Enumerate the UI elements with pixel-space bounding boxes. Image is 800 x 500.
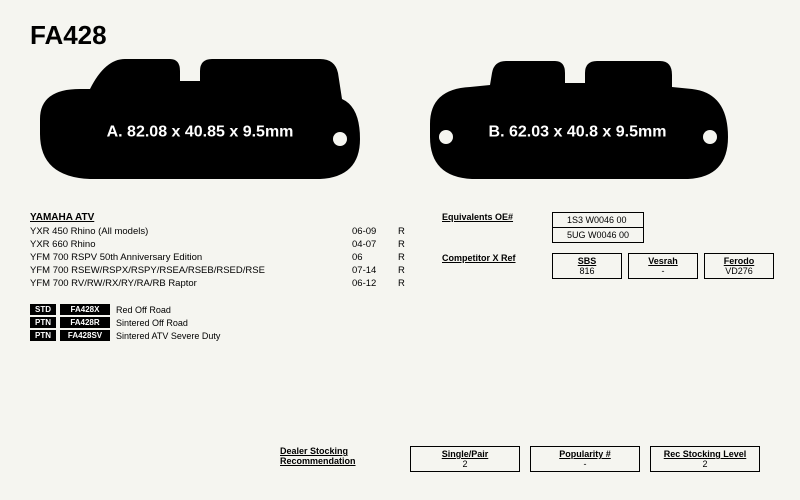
fitment-row: YXR 660 Rhino04-07R [30,238,418,251]
pads-illustration: A. 82.08 x 40.85 x 9.5mm B. 62.03 x 40.8… [30,59,770,194]
pad-a-dimensions: A. 82.08 x 40.85 x 9.5mm [107,123,294,141]
dealer-cells: Single/Pair2 Popularity #- Rec Stocking Le… [410,446,760,472]
competitor-xref: Competitor X Ref SBS816Vesrah-FerodoVD27… [442,253,774,279]
oe-label: Equivalents OE# [442,212,552,223]
dealer-cell: Rec Stocking Level2 [650,446,760,472]
variant-row: STDFA428XRed Off Road [30,304,418,315]
dealer-stocking: Dealer Stocking Recommendation Single/Pa… [280,446,770,472]
variant-row: PTNFA428SVSintered ATV Severe Duty [30,330,418,341]
pad-b: B. 62.03 x 40.8 x 9.5mm [410,59,745,194]
fitment-table: YXR 450 Rhino (All models)06-09RYXR 660 … [30,225,418,290]
fitment-row: YXR 450 Rhino (All models)06-09R [30,225,418,238]
variant-row: PTNFA428RSintered Off Road [30,317,418,328]
fitment-row: YFM 700 RSEW/RSPX/RSPY/RSEA/RSEB/RSED/RS… [30,264,418,277]
competitor-label: Competitor X Ref [442,253,552,264]
competitor-cell: SBS816 [552,253,622,279]
competitor-cell: FerodoVD276 [704,253,774,279]
variant-list: STDFA428XRed Off Road PTNFA428RSintered O… [30,304,418,341]
dealer-label: Dealer Stocking Recommendation [280,446,410,466]
pad-b-dimensions: B. 62.03 x 40.8 x 9.5mm [489,123,667,141]
oe-number: 5UG W0046 00 [553,227,643,242]
part-number: FA428 [30,20,770,51]
category-header: YAMAHA ATV [30,212,418,223]
fitment-row: YFM 700 RV/RW/RX/RY/RA/RB Raptor06-12R [30,277,418,290]
competitor-grid: SBS816Vesrah-FerodoVD276 [552,253,774,279]
competitor-cell: Vesrah- [628,253,698,279]
dealer-cell: Popularity #- [530,446,640,472]
oe-number: 1S3 W0046 00 [553,213,643,227]
dealer-cell: Single/Pair2 [410,446,520,472]
oe-equivalents: Equivalents OE# 1S3 W0046 005UG W0046 00 [442,212,774,243]
fitment-row: YFM 700 RSPV 50th Anniversary Edition06R [30,251,418,264]
pad-a: A. 82.08 x 40.85 x 9.5mm [30,59,370,194]
oe-numbers: 1S3 W0046 005UG W0046 00 [552,212,644,243]
